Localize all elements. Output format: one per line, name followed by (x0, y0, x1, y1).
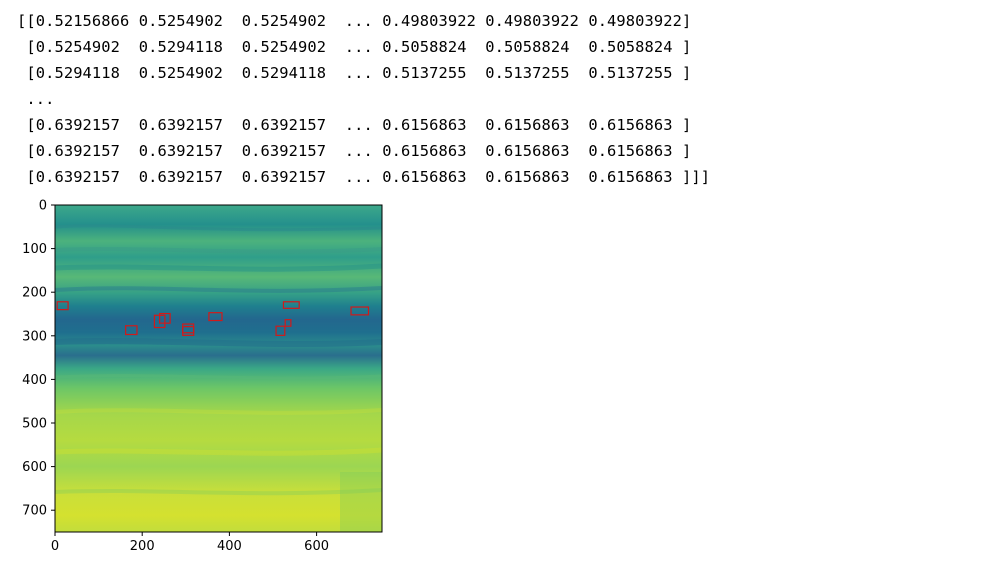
y-tick-label: 0 (39, 199, 47, 214)
array-line: ... (17, 90, 55, 108)
detection-box (284, 319, 292, 327)
x-tick-label: 400 (217, 539, 242, 554)
detection-box (208, 312, 223, 322)
y-tick-label: 600 (22, 460, 47, 475)
array-line: [0.6392157 0.6392157 0.6392157 ... 0.615… (17, 142, 692, 160)
y-tick-label: 400 (22, 373, 47, 388)
array-line: [[0.52156866 0.5254902 0.5254902 ... 0.4… (17, 12, 692, 30)
y-tick-label: 200 (22, 286, 47, 301)
x-tick-label: 0 (51, 539, 59, 554)
detection-boxes (56, 301, 370, 336)
heatmap-image (55, 205, 382, 532)
y-tick-label: 300 (22, 329, 47, 344)
axes-frame (54, 204, 383, 533)
detection-box (56, 301, 69, 311)
array-line: [0.6392157 0.6392157 0.6392157 ... 0.615… (17, 168, 711, 186)
y-tick-label: 700 (22, 504, 47, 519)
x-tick-label: 600 (304, 539, 329, 554)
y-tick-label: 500 (22, 417, 47, 432)
detection-box (159, 312, 171, 324)
y-axis: 0 100 200 300 400 500 600 700 (22, 199, 55, 519)
detection-box (275, 325, 286, 336)
x-tick-label: 200 (130, 539, 155, 554)
detection-box (350, 306, 370, 316)
texture-streaks (55, 224, 382, 532)
cell-output: [[0.52156866 0.5254902 0.5254902 ... 0.4… (17, 8, 710, 190)
array-line: [0.5254902 0.5294118 0.5254902 ... 0.505… (17, 38, 692, 56)
array-line: [0.5294118 0.5254902 0.5294118 ... 0.513… (17, 64, 692, 82)
detection-box (282, 301, 300, 309)
y-tick-label: 100 (22, 242, 47, 257)
detection-box (182, 326, 195, 336)
detection-box (125, 325, 138, 336)
image-area (54, 204, 383, 533)
x-axis: 0 200 400 600 (51, 532, 329, 554)
array-line: [0.6392157 0.6392157 0.6392157 ... 0.615… (17, 116, 692, 134)
image-plot: 0 200 400 600 0 100 200 300 400 500 600 700 (22, 199, 383, 554)
